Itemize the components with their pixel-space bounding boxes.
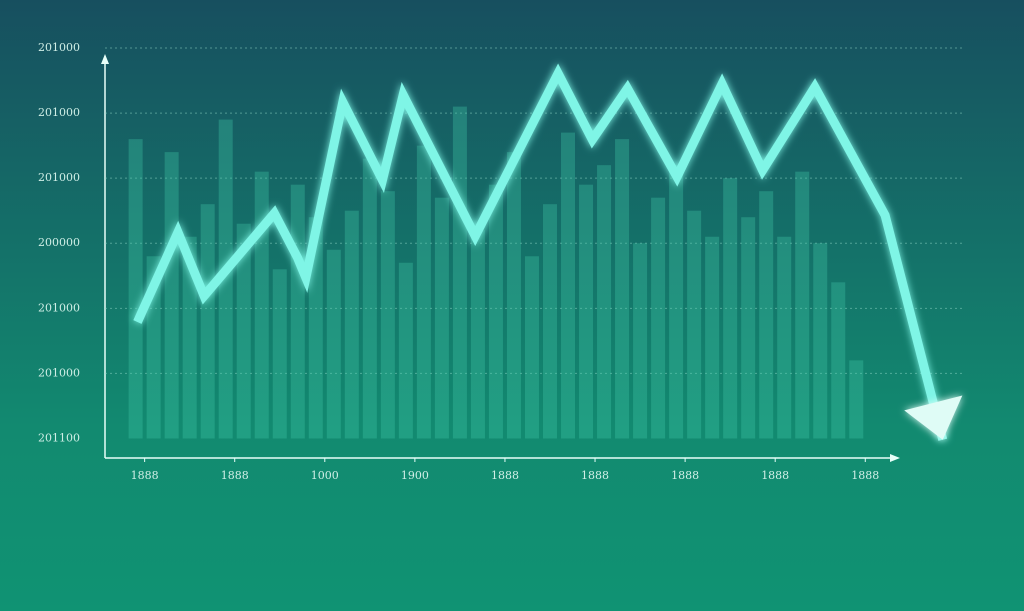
bar [597, 165, 612, 439]
bar [362, 158, 377, 439]
y-tick-label: 201000 [38, 301, 80, 314]
bar [849, 360, 864, 439]
bar [434, 197, 449, 439]
x-tick-label: 1888 [221, 469, 249, 482]
bar [831, 282, 846, 439]
bar [488, 184, 503, 439]
bar [579, 184, 594, 439]
bar [416, 145, 431, 439]
bar [687, 210, 702, 439]
x-tick-label: 1888 [671, 469, 699, 482]
arrow-head [904, 395, 963, 440]
bar [470, 230, 485, 439]
bar [813, 243, 828, 439]
y-tick-label: 200000 [38, 236, 80, 249]
bar [344, 210, 359, 439]
x-tick-label: 1888 [581, 469, 609, 482]
y-tick-label: 201000 [38, 106, 80, 119]
bar [182, 236, 197, 439]
bar [290, 184, 305, 439]
x-axis-arrow [890, 454, 900, 462]
bar [741, 217, 756, 439]
bar [272, 269, 287, 439]
x-tick-label: 1888 [851, 469, 879, 482]
y-tick-label: 201000 [38, 41, 80, 54]
x-tick-label: 1900 [401, 469, 429, 482]
y-tick-label: 201100 [38, 431, 80, 444]
bar [200, 204, 215, 439]
bar [128, 139, 143, 439]
bar [506, 152, 521, 439]
bar [398, 262, 413, 439]
bar [164, 152, 179, 439]
bar [633, 243, 648, 439]
bar [651, 197, 666, 439]
bar [380, 191, 395, 439]
bar [795, 171, 810, 439]
x-tick-label: 1888 [761, 469, 789, 482]
bar [254, 171, 269, 439]
trend-line [133, 63, 948, 441]
y-tick-label: 201000 [38, 366, 80, 379]
bar [759, 191, 774, 439]
bar [705, 236, 720, 439]
y-axis-arrow [101, 54, 109, 64]
bar [669, 165, 684, 439]
x-tick-label: 1000 [311, 469, 339, 482]
bar [236, 223, 251, 439]
bar [326, 249, 341, 439]
bar [723, 178, 738, 439]
bar [524, 256, 539, 439]
bar [777, 236, 792, 439]
bar [615, 139, 630, 439]
bar [542, 204, 557, 439]
y-tick-label: 201000 [38, 171, 80, 184]
x-tick-label: 1888 [131, 469, 159, 482]
bar [218, 119, 233, 439]
x-tick-label: 1888 [491, 469, 519, 482]
bar [452, 106, 467, 439]
bar [561, 132, 576, 439]
bar [308, 217, 323, 439]
